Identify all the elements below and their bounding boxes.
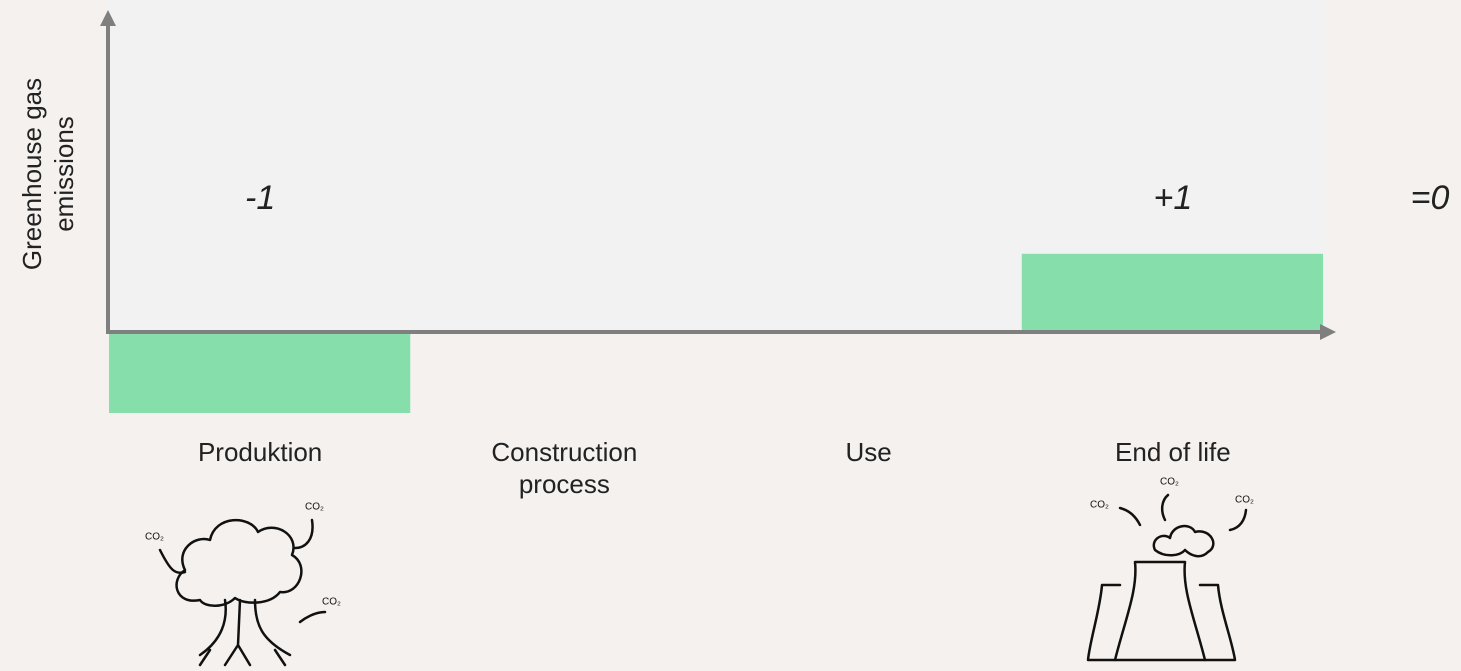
power-plant-icon bbox=[1088, 495, 1246, 660]
chart: =0 CO₂ CO₂ CO₂ CO₂ CO₂ CO₂ -1 +1 bbox=[0, 0, 1461, 671]
x-tick-label: Use bbox=[759, 436, 979, 468]
x-tick-label: Construction process bbox=[454, 436, 674, 500]
x-tick-label: Produktion bbox=[150, 436, 370, 468]
co2-label: CO₂ bbox=[305, 502, 324, 513]
bar bbox=[1022, 254, 1323, 334]
co2-label: CO₂ bbox=[1235, 495, 1254, 506]
co2-label: CO₂ bbox=[322, 597, 341, 608]
co2-label: CO₂ bbox=[1090, 500, 1109, 511]
page: =0 CO₂ CO₂ CO₂ CO₂ CO₂ CO₂ -1 +1 Greenhou… bbox=[0, 0, 1461, 671]
tree-icon bbox=[160, 520, 325, 665]
net-annotation: =0 bbox=[1411, 179, 1450, 217]
x-tick-label: End of life bbox=[1063, 436, 1283, 468]
x-axis-arrow bbox=[1320, 324, 1336, 340]
bar bbox=[109, 333, 410, 413]
value-label: +1 bbox=[1153, 179, 1192, 217]
co2-label: CO₂ bbox=[145, 532, 164, 543]
co2-label: CO₂ bbox=[1160, 477, 1179, 488]
value-label: -1 bbox=[245, 179, 275, 217]
y-axis-label: Greenhouse gas emissions bbox=[16, 59, 80, 289]
